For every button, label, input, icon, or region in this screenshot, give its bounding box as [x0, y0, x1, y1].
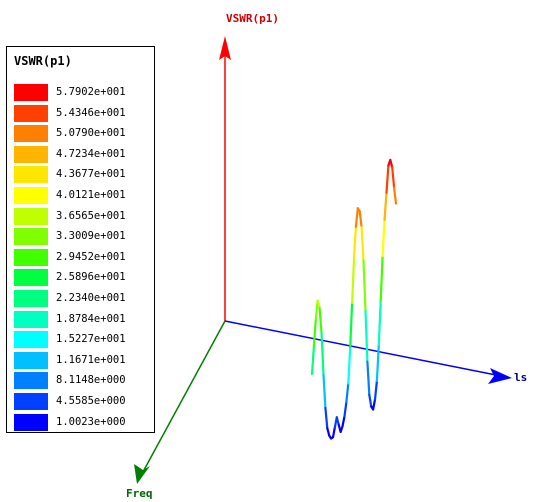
series-group — [310, 158, 398, 440]
legend-title: VSWR(p1) — [14, 54, 72, 68]
series-segment — [320, 331, 325, 376]
legend-label: 4.5585e+000 — [56, 395, 126, 407]
legend-swatch — [14, 104, 48, 122]
legend-label: 2.9452e+001 — [56, 250, 126, 263]
series-segment — [316, 299, 321, 310]
legend-label: 4.7234e+001 — [56, 147, 126, 160]
legend-swatch — [14, 166, 48, 184]
legend-swatch — [14, 248, 48, 266]
z-axis-label: VSWR(p1) — [226, 12, 279, 25]
legend-swatch — [14, 228, 48, 246]
series-segment — [341, 415, 346, 428]
legend-swatch — [14, 351, 48, 369]
legend-label: 2.5896e+001 — [56, 271, 126, 284]
legend-swatch — [14, 145, 48, 163]
series-segment — [377, 299, 382, 347]
x-axis-label: ls — [514, 371, 527, 384]
legend-entry: 1.8784e+001 — [14, 310, 154, 328]
legend-swatch — [14, 187, 48, 204]
legend-entry: 1.5227e+001 — [14, 331, 154, 349]
legend-swatch — [14, 331, 48, 349]
series-segment — [389, 158, 394, 169]
series-segment — [354, 207, 359, 228]
legend-swatch — [14, 393, 48, 410]
series-segment — [347, 346, 352, 385]
legend-label: 4.0121e+001 — [56, 189, 126, 201]
series-segment — [335, 416, 340, 426]
legend-label: 1.8784e+001 — [56, 312, 126, 325]
series-segment — [364, 309, 369, 363]
y-axis-arrow — [134, 464, 150, 484]
legend-entry: 1.0023e+000 — [14, 413, 154, 431]
series-segment — [310, 345, 315, 375]
series-segment — [373, 379, 378, 401]
z-axis-arrow — [219, 36, 231, 60]
legend-entry: 1.1671e+001 — [14, 351, 154, 369]
legend-entry: 4.5585e+000 — [14, 393, 154, 410]
series-segment — [366, 360, 371, 396]
legend-swatch — [14, 207, 48, 225]
legend-swatch — [14, 269, 48, 287]
series-segment — [324, 406, 329, 430]
legend-swatch — [14, 310, 48, 328]
y-axis-line — [143, 320, 226, 471]
legend: VSWR(p1) 5.7902e+001 5.4346e+001 5.0790e+0… — [6, 46, 155, 433]
legend-label: 5.7902e+001 — [56, 86, 126, 98]
series-segment — [358, 210, 363, 229]
series-segment — [372, 398, 377, 411]
series-segment — [349, 301, 354, 349]
series-segment — [318, 307, 323, 334]
series-segment — [345, 382, 350, 404]
legend-label: 1.0023e+000 — [56, 415, 126, 428]
legend-swatch — [14, 413, 48, 431]
legend-entry: 5.0790e+001 — [14, 125, 154, 143]
legend-entry: 5.4346e+001 — [14, 104, 154, 122]
x-axis-line — [224, 320, 497, 376]
series-segment — [352, 225, 357, 260]
legend-swatch — [14, 290, 48, 307]
series-segment — [322, 373, 327, 409]
legend-entry: 2.9452e+001 — [14, 248, 154, 266]
series-segment — [385, 164, 390, 194]
series-segment — [326, 427, 331, 437]
legend-label: 3.3009e+001 — [56, 230, 126, 243]
legend-entry: 4.7234e+001 — [14, 145, 154, 163]
x-axis-arrow — [488, 368, 512, 384]
legend-entry: 5.7902e+001 — [14, 84, 154, 101]
axes — [134, 36, 512, 484]
legend-swatch — [14, 372, 48, 390]
series-segment — [343, 400, 348, 418]
series-segment — [368, 393, 373, 408]
series-segment — [375, 343, 380, 382]
legend-entry: 2.5896e+001 — [14, 269, 154, 287]
series-segment — [351, 257, 356, 304]
y-axis-label: Freq — [126, 487, 153, 500]
legend-label: 2.2340e+001 — [56, 292, 126, 304]
legend-label: 3.6565e+001 — [56, 209, 126, 222]
legend-label: 1.1671e+001 — [56, 353, 126, 366]
series-segment — [379, 254, 384, 302]
legend-entry: 4.3677e+001 — [14, 166, 154, 184]
series-segment — [383, 191, 388, 222]
series-segment — [362, 259, 367, 313]
legend-label: 8.1148e+000 — [56, 374, 126, 387]
series-segment — [393, 186, 398, 205]
legend-label: 1.5227e+001 — [56, 333, 126, 346]
series-segment — [360, 226, 365, 262]
legend-entry: 4.0121e+001 — [14, 187, 154, 204]
series-segment — [381, 218, 386, 257]
legend-swatch — [14, 125, 48, 143]
series-segment — [391, 166, 396, 189]
legend-entry: 3.6565e+001 — [14, 207, 154, 225]
series-segment — [331, 426, 336, 439]
legend-label: 4.3677e+001 — [56, 168, 126, 181]
legend-swatch — [14, 84, 48, 101]
legend-label: 5.0790e+001 — [56, 127, 126, 140]
legend-entry: 8.1148e+000 — [14, 372, 154, 390]
series-segment — [312, 318, 317, 348]
legend-entry: 2.2340e+001 — [14, 290, 154, 307]
legend-entry: 3.3009e+001 — [14, 228, 154, 246]
legend-label: 5.4346e+001 — [56, 106, 126, 119]
